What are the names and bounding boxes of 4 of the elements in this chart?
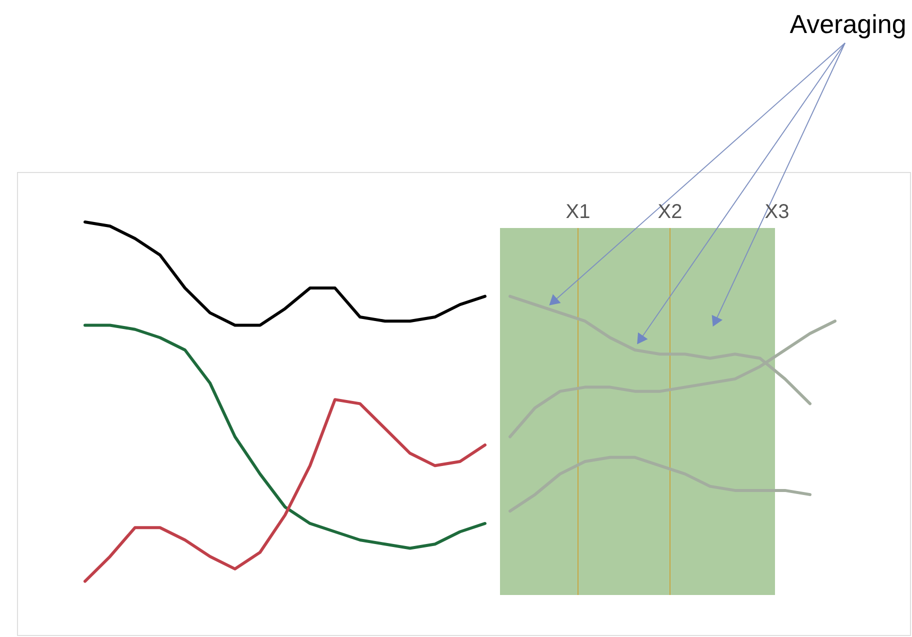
annotation: X3 xyxy=(764,201,790,223)
text: Averaging xyxy=(790,9,906,39)
annotation: X2 xyxy=(658,201,682,223)
annotation: X1 xyxy=(566,201,590,223)
